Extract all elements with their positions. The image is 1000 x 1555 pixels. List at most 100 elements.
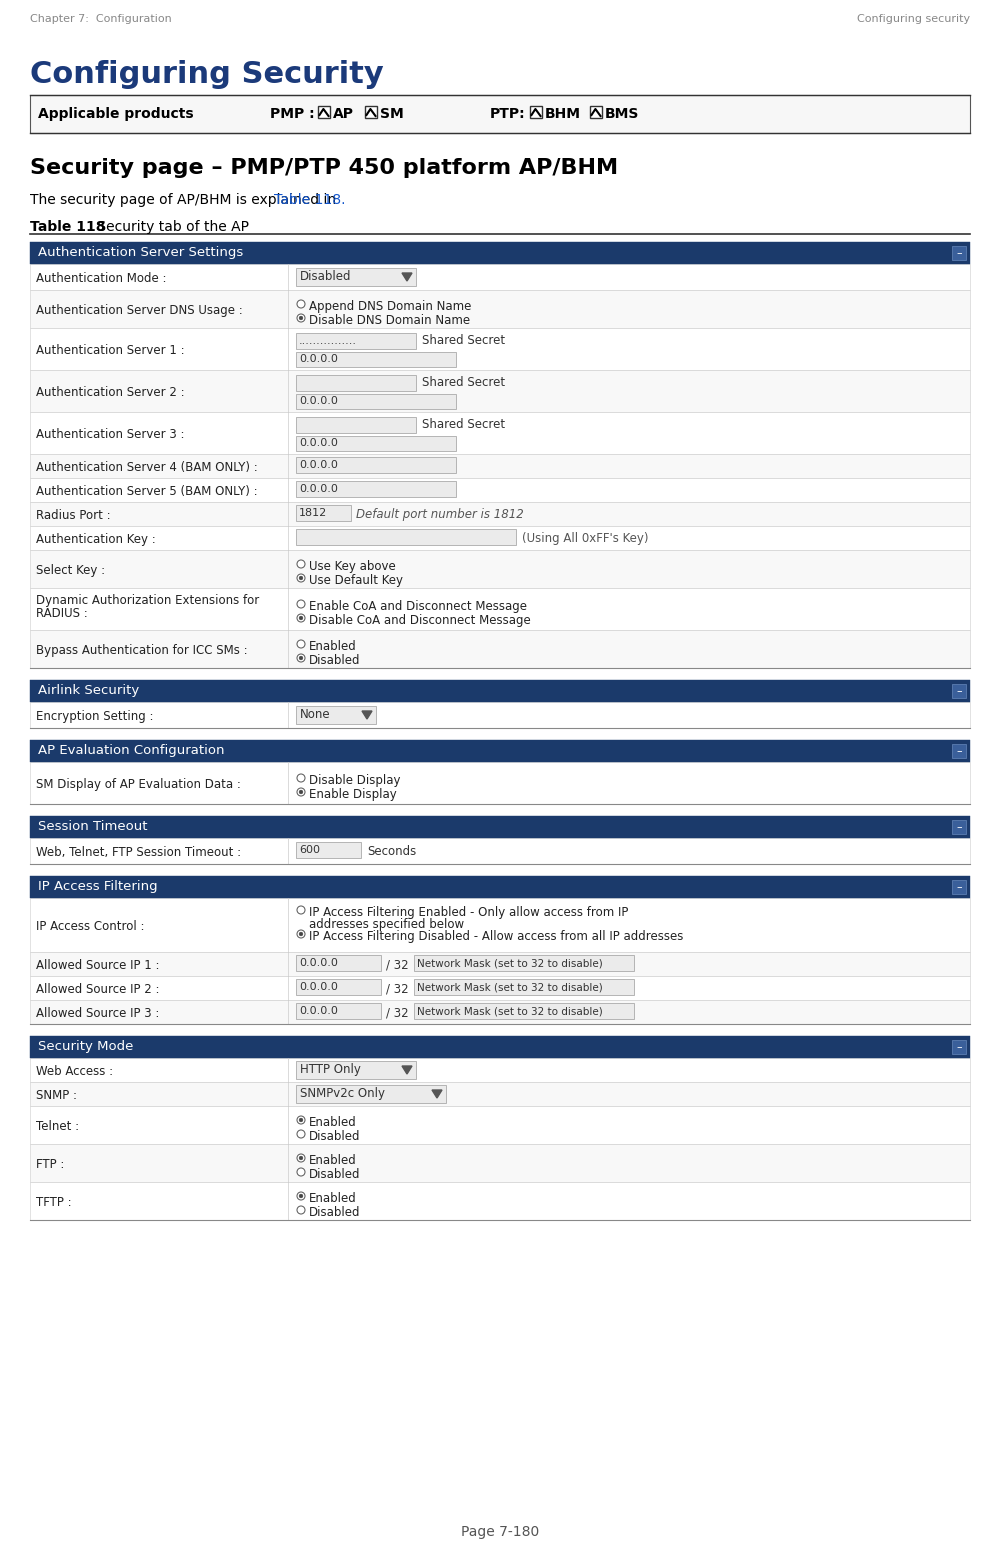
Bar (296, 529, 516, 544)
Bar (30, 1182, 970, 1221)
Bar (414, 980, 634, 995)
Polygon shape (432, 1090, 442, 1098)
Bar (365, 106, 377, 118)
Circle shape (297, 600, 305, 608)
Text: 0.0.0.0: 0.0.0.0 (299, 484, 338, 494)
Text: Authentication Server 2 :: Authentication Server 2 : (36, 386, 185, 400)
Text: PTP:: PTP: (490, 107, 526, 121)
Bar (30, 838, 970, 865)
Bar (296, 505, 351, 521)
Text: Enabled: Enabled (309, 1154, 357, 1166)
Text: / 32: / 32 (386, 983, 409, 995)
Text: Shared Secret: Shared Secret (422, 418, 505, 431)
Circle shape (297, 1193, 305, 1200)
Text: HTTP Only: HTTP Only (300, 1064, 361, 1076)
Bar (296, 267, 416, 286)
Circle shape (297, 300, 305, 308)
Text: / 32: / 32 (386, 1006, 409, 1019)
Circle shape (299, 616, 303, 620)
Bar (30, 328, 970, 370)
Circle shape (297, 641, 305, 648)
Text: IP Access Filtering Disabled - Allow access from all IP addresses: IP Access Filtering Disabled - Allow acc… (309, 930, 683, 942)
Bar (30, 701, 970, 728)
Text: –: – (956, 882, 962, 893)
Bar (296, 457, 456, 473)
Bar (30, 454, 970, 477)
Bar (30, 1057, 970, 1082)
Text: IP Access Filtering Enabled - Only allow access from IP: IP Access Filtering Enabled - Only allow… (309, 907, 628, 919)
Bar (952, 684, 966, 698)
Bar (30, 243, 970, 264)
Text: BHM: BHM (545, 107, 581, 121)
Text: Allowed Source IP 3 :: Allowed Source IP 3 : (36, 1008, 159, 1020)
Bar (952, 1040, 966, 1054)
Circle shape (297, 930, 305, 938)
Circle shape (297, 1130, 305, 1138)
Bar (952, 246, 966, 260)
Bar (296, 333, 416, 348)
Text: 0.0.0.0: 0.0.0.0 (299, 958, 338, 969)
Bar (296, 435, 456, 451)
Text: 600: 600 (299, 844, 320, 855)
Text: Authentication Server 5 (BAM ONLY) :: Authentication Server 5 (BAM ONLY) : (36, 485, 258, 498)
Text: 0.0.0.0: 0.0.0.0 (299, 355, 338, 364)
Text: Enable CoA and Disconnect Message: Enable CoA and Disconnect Message (309, 600, 527, 613)
Circle shape (299, 656, 303, 659)
Text: PMP :: PMP : (270, 107, 315, 121)
Circle shape (297, 1116, 305, 1124)
Text: Disabled: Disabled (309, 1130, 360, 1143)
Text: The security page of AP/BHM is explained in: The security page of AP/BHM is explained… (30, 193, 340, 207)
Text: Security Mode: Security Mode (38, 1040, 133, 1053)
Text: Telnet :: Telnet : (36, 1120, 79, 1134)
Bar (30, 95, 970, 134)
Text: Disabled: Disabled (309, 1168, 360, 1180)
Bar (590, 106, 602, 118)
Text: Network Mask (set to 32 to disable): Network Mask (set to 32 to disable) (417, 983, 603, 992)
Text: Encryption Setting :: Encryption Setting : (36, 711, 154, 723)
Bar (30, 740, 970, 762)
Circle shape (297, 1207, 305, 1214)
Text: –: – (956, 746, 962, 756)
Bar (30, 952, 970, 977)
Text: 1812: 1812 (299, 508, 327, 518)
Polygon shape (362, 711, 372, 718)
Text: Disabled: Disabled (309, 1207, 360, 1219)
Bar (30, 370, 970, 412)
Bar (30, 762, 970, 804)
Text: TFTP :: TFTP : (36, 1196, 72, 1208)
Text: Authentication Server 4 (BAM ONLY) :: Authentication Server 4 (BAM ONLY) : (36, 460, 258, 474)
Text: Disable DNS Domain Name: Disable DNS Domain Name (309, 314, 470, 327)
Text: Authentication Server DNS Usage :: Authentication Server DNS Usage : (36, 303, 243, 317)
Text: AP: AP (333, 107, 354, 121)
Bar (296, 1003, 381, 1019)
Bar (296, 417, 416, 432)
Text: SM: SM (380, 107, 404, 121)
Bar (30, 875, 970, 897)
Circle shape (299, 1118, 303, 1121)
Text: IP Access Control :: IP Access Control : (36, 921, 144, 933)
Circle shape (297, 788, 305, 796)
Text: IP Access Filtering: IP Access Filtering (38, 880, 158, 893)
Text: Security page – PMP/PTP 450 platform AP/BHM: Security page – PMP/PTP 450 platform AP/… (30, 159, 618, 177)
Text: Allowed Source IP 1 :: Allowed Source IP 1 : (36, 959, 160, 972)
Text: Network Mask (set to 32 to disable): Network Mask (set to 32 to disable) (417, 1006, 603, 1015)
Text: Shared Secret: Shared Secret (422, 334, 505, 347)
Text: Shared Secret: Shared Secret (422, 376, 505, 389)
Text: Page 7-180: Page 7-180 (461, 1525, 539, 1539)
Bar (30, 264, 970, 289)
Bar (952, 819, 966, 833)
Circle shape (299, 931, 303, 936)
Text: Security tab of the AP: Security tab of the AP (93, 219, 249, 233)
Text: SNMP :: SNMP : (36, 1088, 77, 1102)
Text: –: – (956, 247, 962, 258)
Text: Configuring Security: Configuring Security (30, 61, 384, 89)
Text: Applicable products: Applicable products (38, 107, 194, 121)
Text: Authentication Server Settings: Authentication Server Settings (38, 246, 243, 260)
Circle shape (299, 1194, 303, 1197)
Text: Enabled: Enabled (309, 1116, 357, 1129)
Circle shape (299, 1155, 303, 1160)
Bar (30, 502, 970, 526)
Circle shape (297, 614, 305, 622)
Bar (296, 706, 376, 725)
Circle shape (299, 790, 303, 795)
